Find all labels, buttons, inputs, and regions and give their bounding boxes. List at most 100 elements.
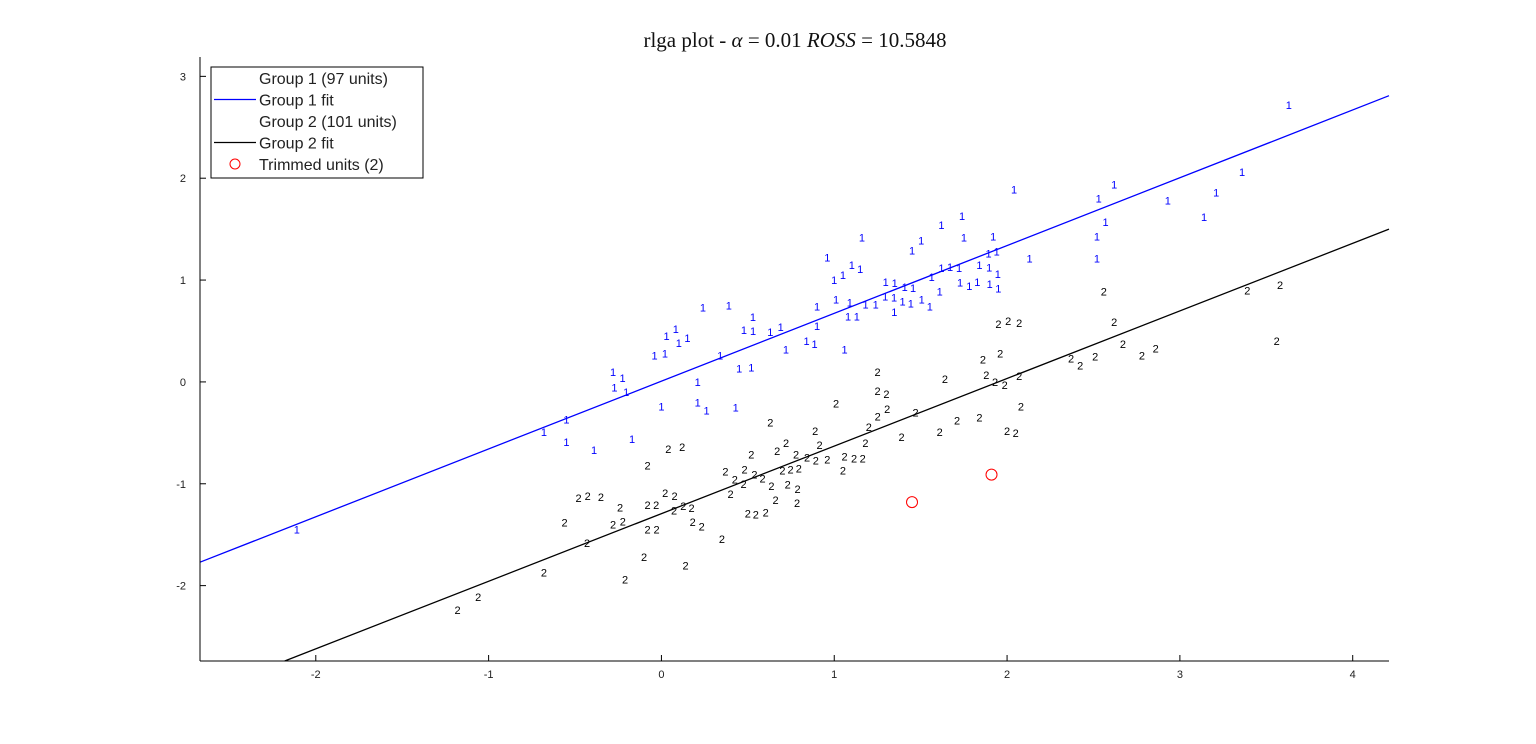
group-1-point: 1: [994, 247, 1000, 259]
group-1-point: 1: [695, 397, 701, 409]
group-1-point: 1: [995, 269, 1001, 281]
group-2-point: 2: [671, 506, 677, 518]
group-1-point: 1: [541, 427, 547, 439]
group-1-point: 1: [651, 351, 657, 363]
legend-circle-swatch: [229, 158, 241, 170]
group-1-point: 1: [995, 284, 1001, 296]
x-tick-label: 3: [1177, 669, 1183, 681]
group-1-point: 1: [891, 292, 897, 304]
legend: Group 1 (97 units) Group 1 fit Group 2 (10…: [210, 66, 424, 179]
group-2-point: 2: [812, 426, 818, 438]
group-2-point: 2: [620, 517, 626, 529]
group-1-point: 1: [1094, 231, 1100, 243]
group-1-point: 1: [726, 301, 732, 313]
group-2-point: 2: [899, 432, 905, 444]
group-2-point: 2: [454, 605, 460, 617]
group-2-point: 2: [768, 481, 774, 493]
group-2-point: 2: [719, 534, 725, 546]
group-1-point: 1: [778, 322, 784, 334]
group-1-point: 1: [1213, 188, 1219, 200]
group-2-point: 2: [795, 484, 801, 496]
group-1-point: 1: [854, 312, 860, 324]
group-2-point: 2: [1002, 380, 1008, 392]
group-2-point: 2: [774, 446, 780, 458]
group-1-point: 1: [591, 445, 597, 457]
group-1-point: 1: [857, 264, 863, 276]
y-tick-label: 0: [180, 377, 186, 389]
group-2-point: 2: [1077, 361, 1083, 373]
group-2-point: 2: [1139, 351, 1145, 363]
x-tick-label: -2: [311, 669, 321, 681]
x-tick-label: 0: [658, 669, 664, 681]
group-1-point: 1: [976, 260, 982, 272]
group-1-point: 1: [824, 253, 830, 265]
group-2-point: 2: [645, 461, 651, 473]
group-1-point: 1: [927, 302, 933, 314]
group-1-point: 1: [1103, 217, 1109, 229]
group-1-point: 1: [1201, 212, 1207, 224]
group-2-point: 2: [866, 422, 872, 434]
group-1-point: 1: [859, 232, 865, 244]
axis-ticks: -2 -1 0 1 2 3 4 -2 -1 0 1 2 3: [176, 71, 1356, 681]
group-2-point: 2: [641, 552, 647, 564]
group-1-point: 1: [673, 324, 679, 336]
group-2-point: 2: [937, 427, 943, 439]
legend-box: [210, 66, 424, 179]
group-2-point: 2: [1018, 401, 1024, 413]
group-2-point: 2: [751, 470, 757, 482]
x-tick-label: 2: [1004, 669, 1010, 681]
fit-line-group-2: [284, 228, 1390, 662]
y-tick-label: 1: [180, 275, 186, 287]
group-2-point: 2: [992, 377, 998, 389]
group-2-point: 2: [794, 498, 800, 510]
group-2-point: 2: [475, 592, 481, 604]
group-2-point: 2: [622, 575, 628, 587]
group-2-point: 2: [672, 491, 678, 503]
group-1-point: 1: [974, 277, 980, 289]
group-2-point: 2: [997, 348, 1003, 360]
y-tick-label: 3: [180, 71, 186, 83]
group-1-point: 1: [750, 312, 756, 324]
group-1-point: 1: [863, 300, 869, 312]
group-2-point: 2: [598, 492, 604, 504]
group-2-point: 2: [1120, 339, 1126, 351]
fit-line-group-1: [199, 95, 1390, 563]
group-1-point: 1: [891, 307, 897, 319]
group-2-point: 2: [862, 438, 868, 450]
group-1-point: 1: [908, 299, 914, 311]
group-2-point: 2: [585, 491, 591, 503]
legend-entry-label: Group 1 (97 units): [259, 71, 388, 88]
group-2-point: 2: [1101, 286, 1107, 298]
group-2-point: 2: [980, 355, 986, 367]
group-1-point: 1: [1165, 196, 1171, 208]
group-2-point: 2: [722, 467, 728, 479]
group-1-point: 1: [910, 283, 916, 295]
group-1-point: 1: [909, 246, 915, 258]
group-2-point: 2: [796, 464, 802, 476]
group-1-point: 1: [610, 367, 616, 379]
group-2-point: 2: [541, 567, 547, 579]
x-tick-label: 1: [831, 669, 837, 681]
group-2-point: 2: [745, 508, 751, 520]
group-1-point: 1: [902, 282, 908, 294]
group-2-point: 2: [617, 502, 623, 514]
group-1-point: 1: [814, 302, 820, 314]
legend-entry-label: Group 1 fit: [259, 93, 334, 110]
group-2-point: 2: [1016, 371, 1022, 383]
group-2-point: 2: [575, 493, 581, 505]
group-2-point: 2: [653, 525, 659, 537]
group-2-point: 2: [584, 538, 590, 550]
group-1-point: 1: [623, 387, 629, 399]
group-2-point: 2: [1092, 352, 1098, 364]
group-1-point: 1: [563, 437, 569, 449]
group-2-point: 2: [875, 412, 881, 424]
y-tick-label: 2: [180, 173, 186, 185]
group-1-point: 1: [919, 294, 925, 306]
group-1-point: 1: [847, 298, 853, 310]
group-2-point: 2: [874, 386, 880, 398]
y-tick-label: -2: [176, 581, 186, 593]
group-2-point: 2: [740, 479, 746, 491]
group-1-point: 1: [684, 333, 690, 345]
chart-title: rlga plot - α = 0.01 ROSS = 10.5848: [643, 28, 946, 52]
